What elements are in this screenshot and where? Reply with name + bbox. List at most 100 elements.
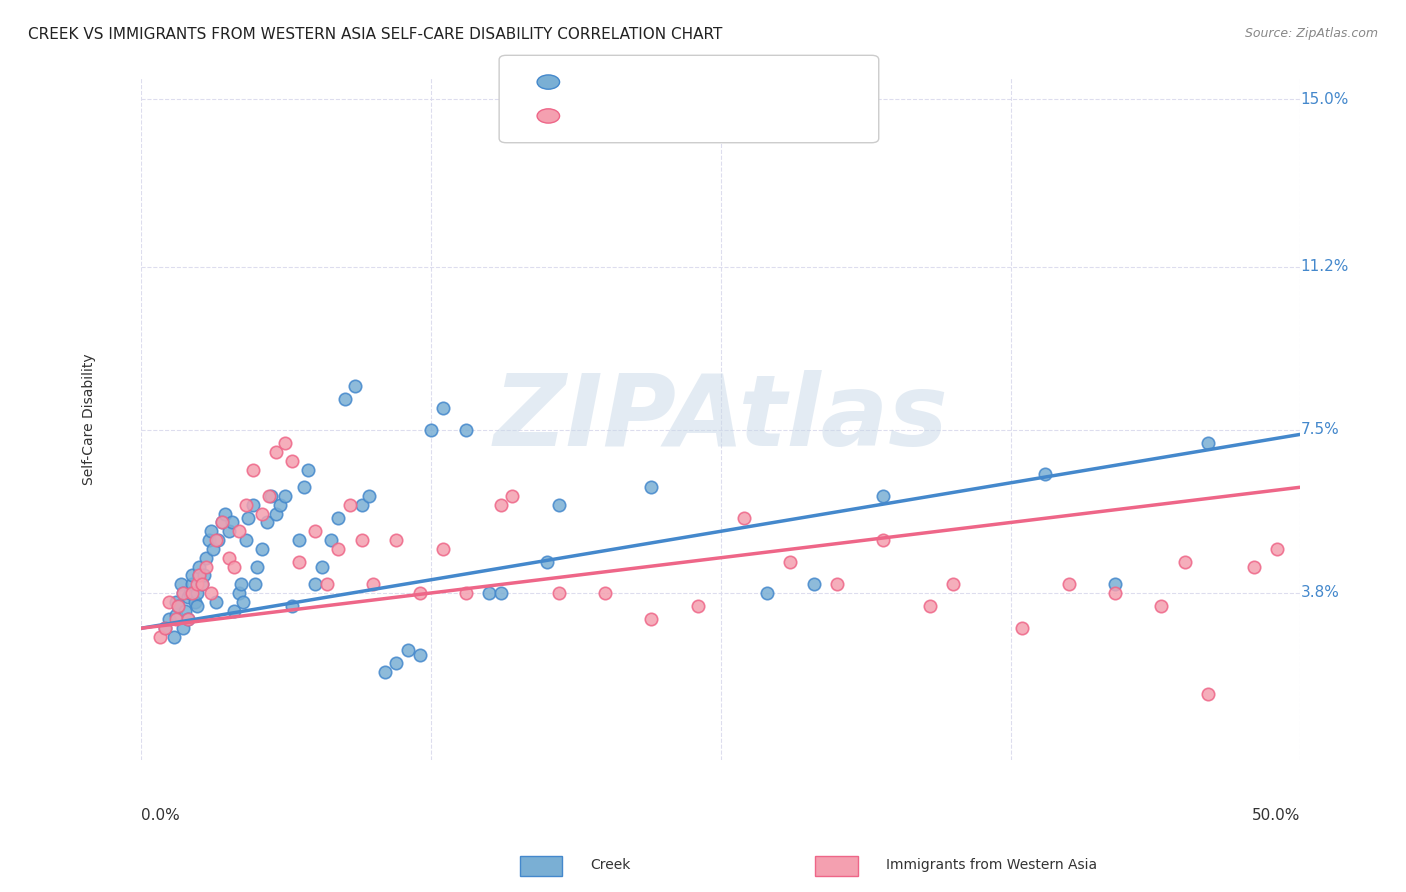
Point	[264, 507, 287, 521]
Point	[1035, 467, 1057, 481]
Point	[942, 577, 965, 591]
Point	[1011, 621, 1033, 635]
Text: Creek: Creek	[591, 858, 631, 872]
Point	[501, 489, 523, 503]
Point	[432, 401, 454, 415]
Point	[176, 591, 198, 605]
Text: R = 0.228   N = 56: R = 0.228 N = 56	[571, 107, 728, 125]
Point	[264, 445, 287, 459]
Point	[214, 507, 236, 521]
Point	[756, 586, 779, 600]
Point	[257, 489, 280, 503]
Point	[200, 586, 222, 600]
Point	[153, 621, 176, 635]
Point	[321, 533, 343, 547]
Point	[489, 586, 512, 600]
Point	[315, 577, 337, 591]
Point	[281, 599, 304, 614]
Point	[1265, 541, 1288, 556]
Point	[242, 462, 264, 476]
Point	[222, 604, 245, 618]
Point	[304, 524, 326, 539]
Point	[235, 533, 257, 547]
Point	[547, 498, 569, 512]
Point	[167, 599, 190, 614]
Text: 50.0%: 50.0%	[1253, 808, 1301, 823]
Text: CREEK VS IMMIGRANTS FROM WESTERN ASIA SELF-CARE DISABILITY CORRELATION CHART: CREEK VS IMMIGRANTS FROM WESTERN ASIA SE…	[28, 27, 723, 42]
Point	[918, 599, 941, 614]
Point	[396, 643, 419, 657]
Point	[190, 577, 212, 591]
Point	[221, 516, 243, 530]
Point	[165, 607, 187, 622]
Point	[193, 568, 215, 582]
Point	[181, 577, 204, 591]
Point	[593, 586, 616, 600]
Point	[288, 533, 311, 547]
Point	[172, 586, 194, 600]
Point	[250, 507, 273, 521]
Point	[408, 586, 430, 600]
Point	[408, 648, 430, 662]
Point	[686, 599, 709, 614]
Point	[1104, 586, 1126, 600]
Point	[350, 498, 373, 512]
Point	[190, 577, 212, 591]
Text: R = 0.342   N = 77: R = 0.342 N = 77	[571, 73, 728, 91]
Point	[825, 577, 848, 591]
Point	[536, 555, 558, 569]
Point	[186, 586, 208, 600]
Point	[183, 595, 205, 609]
Point	[385, 533, 408, 547]
Text: Self-Care Disability: Self-Care Disability	[82, 353, 96, 484]
Point	[640, 480, 662, 494]
Text: Source: ZipAtlas.com: Source: ZipAtlas.com	[1244, 27, 1378, 40]
Point	[281, 454, 304, 468]
Point	[186, 577, 208, 591]
Point	[229, 577, 252, 591]
Point	[236, 511, 259, 525]
Point	[454, 586, 477, 600]
Point	[361, 577, 384, 591]
Point	[733, 511, 755, 525]
Point	[311, 559, 333, 574]
Point	[1197, 687, 1219, 701]
Point	[222, 559, 245, 574]
Point	[1173, 555, 1195, 569]
Text: 0.0%: 0.0%	[142, 808, 180, 823]
Point	[350, 533, 373, 547]
Point	[204, 595, 226, 609]
Point	[235, 498, 257, 512]
Point	[1104, 577, 1126, 591]
Point	[246, 559, 269, 574]
Point	[779, 555, 801, 569]
Point	[170, 577, 193, 591]
Point	[165, 612, 187, 626]
Point	[242, 498, 264, 512]
Point	[250, 541, 273, 556]
Point	[1150, 599, 1173, 614]
Point	[872, 533, 894, 547]
Point	[243, 577, 266, 591]
Point	[202, 541, 225, 556]
Point	[274, 436, 297, 450]
Text: 15.0%: 15.0%	[1301, 92, 1348, 107]
Point	[489, 498, 512, 512]
Point	[228, 524, 250, 539]
Point	[228, 586, 250, 600]
Point	[207, 533, 229, 547]
Point	[176, 612, 198, 626]
Point	[204, 533, 226, 547]
Point	[288, 555, 311, 569]
Point	[172, 586, 194, 600]
Point	[420, 423, 443, 437]
Point	[232, 595, 254, 609]
Point	[1197, 436, 1219, 450]
Point	[292, 480, 315, 494]
Point	[165, 595, 187, 609]
Point	[304, 577, 326, 591]
Point	[385, 657, 408, 671]
Point	[172, 621, 194, 635]
Point	[149, 630, 172, 644]
Point	[454, 423, 477, 437]
